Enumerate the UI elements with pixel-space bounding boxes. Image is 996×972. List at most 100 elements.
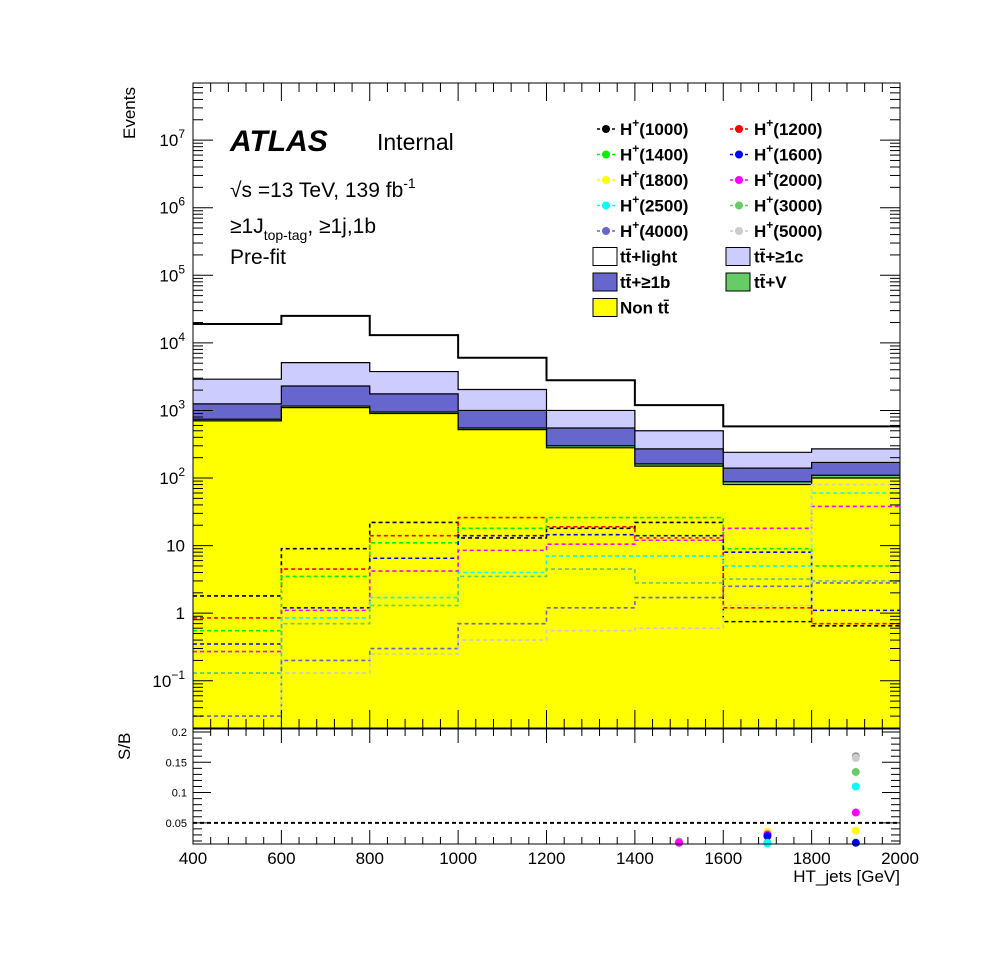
legend-label-base: H	[620, 146, 632, 165]
legend-swatch-icon	[592, 247, 618, 266]
legend-label-sup: +	[766, 116, 773, 130]
internal-label: Internal	[377, 129, 454, 155]
x-tick-label: 800	[356, 849, 384, 868]
legend-marker-icon	[602, 176, 610, 184]
x-tick-label: 1600	[704, 849, 742, 868]
legend-label: tt̄+≥1c	[754, 248, 804, 267]
sb-point-1	[675, 838, 684, 847]
y-tick-base: 10	[159, 266, 178, 285]
legend: H+(1000) H+(1200)H+(1400) H+(1600)H+(1800)…	[592, 116, 822, 318]
legend-entry-signal-7: H+(3000)	[730, 193, 822, 216]
legend-label: H+(1800)	[620, 167, 688, 190]
y-tick-base: 1	[176, 604, 185, 623]
legend-label: H+(1400)	[620, 142, 688, 165]
y-tick-base: 10	[159, 334, 178, 353]
y-axis-title-events: Events	[120, 87, 139, 139]
legend-marker-icon	[602, 125, 610, 133]
y-tick-exponent: 3	[178, 397, 185, 411]
sb-y-tick-label: 0.1	[172, 788, 187, 800]
legend-entry-signal-2: H+(1400)	[597, 142, 688, 165]
y-tick-base: 10	[152, 672, 171, 691]
y-tick-label: 104	[159, 330, 185, 353]
legend-entry-background-4: Non tt̄	[592, 298, 669, 318]
signal-line-5	[193, 505, 900, 653]
stack-outline-4	[193, 314, 900, 428]
legend-label: tt̄+light	[620, 248, 677, 267]
ratio-panel-frame	[192, 728, 901, 845]
signal-lines	[193, 483, 900, 729]
legend-swatch-icon	[725, 247, 751, 266]
legend-label-sup: +	[632, 218, 639, 232]
sb-y-tick-label: 0.15	[166, 757, 187, 769]
y-tick-exponent: 5	[178, 262, 185, 276]
y-tick-exponent: 7	[178, 127, 185, 141]
x-tick-label: 400	[179, 849, 207, 868]
stack-bar-0-0	[193, 420, 282, 728]
legend-label-mass: (1800)	[639, 171, 688, 190]
y-tick-label: 10−1	[152, 668, 185, 691]
y-tick-exponent: −1	[171, 668, 185, 682]
legend-label-base: H	[754, 222, 766, 241]
legend-swatch-icon	[592, 272, 618, 292]
stack-bar-0-4	[546, 447, 636, 728]
legend-label-base: H	[620, 120, 632, 139]
legend-label-mass: (1200)	[773, 120, 822, 139]
sb-point-12	[851, 826, 860, 835]
y-tick-label: 103	[159, 397, 185, 420]
y-tick-exponent: 2	[178, 465, 185, 479]
legend-label-base: H	[620, 197, 632, 216]
stack-bar-0-3	[458, 429, 547, 728]
legend-label-base: H	[620, 222, 632, 241]
legend-label-mass: (2000)	[773, 171, 822, 190]
prefit-label: Pre-fit	[230, 246, 286, 269]
y-tick-base: 10	[159, 401, 178, 420]
y-tick-label: 107	[159, 127, 185, 150]
signal-line-7	[193, 568, 900, 674]
main-panel-frame	[192, 82, 901, 729]
x-tick-label: 1400	[616, 849, 654, 868]
legend-marker-icon	[735, 227, 743, 235]
legend-marker-icon	[735, 176, 743, 184]
legend-marker-icon	[735, 150, 743, 159]
y-tick-exponent: 4	[178, 330, 185, 344]
legend-entry-background-1: tt̄+≥1c	[725, 247, 804, 267]
y-tick-exponent: 6	[178, 195, 185, 209]
signal-line-3	[193, 533, 900, 645]
legend-marker-icon	[602, 201, 610, 210]
signal-line-9	[193, 483, 900, 729]
sb-point-4	[763, 832, 772, 841]
stack-bar-0-7	[811, 478, 901, 728]
legend-label-mass: (1600)	[773, 146, 822, 165]
legend-label-base: H	[754, 146, 766, 165]
energy-label: √s =13 TeV, 139 fb-1	[230, 175, 416, 202]
legend-label-base: H	[754, 197, 766, 216]
legend-label: H+(4000)	[620, 218, 688, 241]
legend-label: H+(5000)	[754, 218, 822, 241]
energy-text: √s =13 TeV, 139 fb	[230, 179, 403, 202]
stack-outline-2	[193, 385, 900, 469]
sb-point-11	[851, 808, 860, 817]
legend-entry-signal-6: H+(2500)	[597, 193, 688, 216]
y-tick-label: 105	[159, 262, 185, 285]
legend-swatch-icon	[725, 272, 751, 292]
legend-label-mass: (1000)	[639, 120, 688, 139]
legend-label-sup: +	[632, 116, 639, 130]
sb-point-8	[851, 754, 860, 763]
legend-marker-icon	[602, 227, 610, 235]
sb-point-9	[851, 767, 860, 776]
legend-entry-background-2: tt̄+≥1b	[592, 272, 670, 292]
legend-label-sup: +	[766, 218, 773, 232]
legend-swatch-icon	[592, 298, 618, 317]
energy-exponent: -1	[403, 175, 416, 191]
stack-outline-3	[193, 362, 900, 453]
y-tick-label: 10	[166, 537, 185, 556]
sb-y-tick-label: 0.05	[166, 818, 187, 830]
legend-entry-signal-8: H+(4000)	[597, 218, 688, 241]
y-tick-label: 1	[176, 604, 185, 623]
legend-label-base: H	[620, 171, 632, 190]
legend-entry-signal-3: H+(1600)	[730, 142, 822, 165]
legend-label-sup: +	[766, 142, 773, 156]
stack-bar-0-6	[723, 484, 813, 728]
atlas-label: ATLAS	[229, 125, 328, 158]
